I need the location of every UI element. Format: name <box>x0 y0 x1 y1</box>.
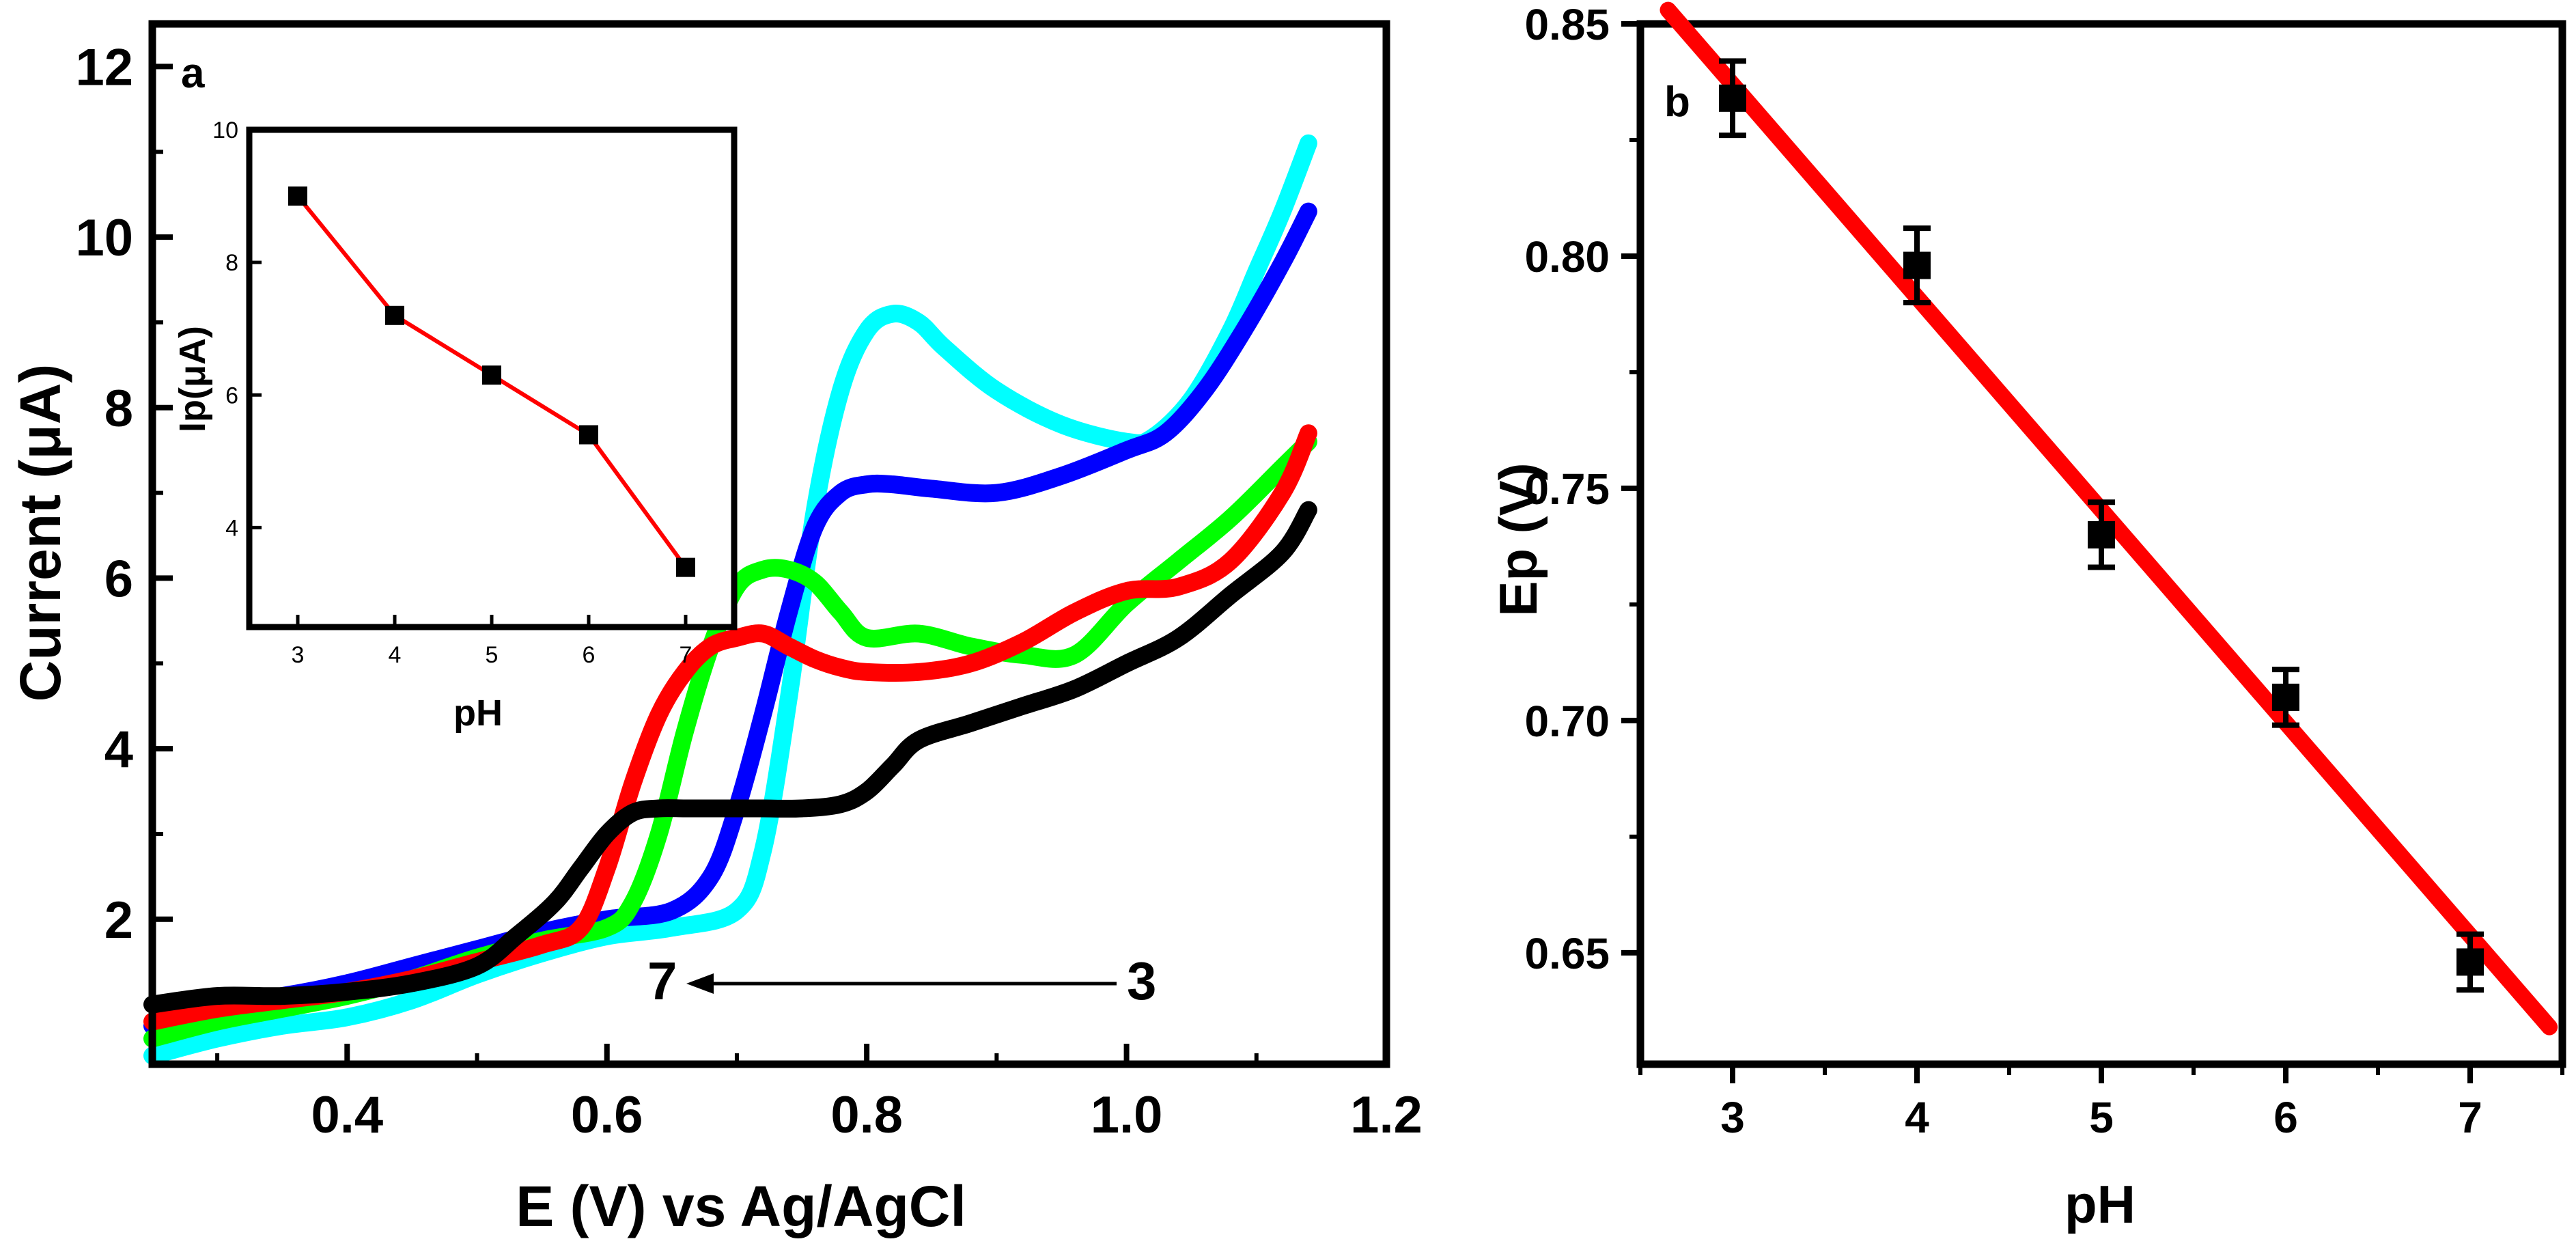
inset-data-point <box>579 425 598 445</box>
inset-chart: 3 4 5 6 7 4 6 8 10 pH Ip(μA) <box>172 117 738 734</box>
x-tick-label: 1.0 <box>1091 1086 1163 1144</box>
y-tick-label: 0.70 <box>1524 697 1610 746</box>
panel-a-y-ticks: 2 4 6 8 10 12 <box>75 38 173 1007</box>
panel-a: 0.4 0.6 0.8 1.0 1.2 2 4 6 8 10 12 a E (V) vs Ag/A… <box>8 20 1423 1238</box>
panel-a-curves <box>143 134 1317 1065</box>
annotation-end-label: 7 <box>647 951 677 1011</box>
panel-a-y-axis-title: Current (μA) <box>8 364 72 702</box>
linear-fit-line <box>1660 1 2558 1036</box>
inset-x-axis-title: pH <box>453 693 503 734</box>
series-line-ph7 <box>143 501 1317 1014</box>
data-point <box>2088 520 2115 548</box>
annotation-start-label: 3 <box>1127 951 1156 1011</box>
x-tick-label: 0.8 <box>830 1086 903 1144</box>
inset-x-tick-label: 5 <box>486 642 499 668</box>
inset-y-ticks: 4 6 8 10 <box>212 117 262 541</box>
ph-direction-annotation: 3 7 <box>647 951 1156 1011</box>
panel-a-x-axis-title: E (V) vs Ag/AgCl <box>516 1174 966 1238</box>
panel-b-x-ticks: 3 4 5 6 7 <box>1638 1064 2564 1142</box>
y-tick-label: 4 <box>104 721 133 779</box>
x-tick-label: 0.4 <box>311 1086 383 1144</box>
panel-a-label: a <box>181 50 205 97</box>
inset-series <box>288 186 695 577</box>
inset-x-tick-label: 7 <box>680 642 692 668</box>
panel-b-fit-line <box>1660 1 2558 1036</box>
panel-a-x-ticks: 0.4 0.6 0.8 1.0 1.2 <box>215 1044 1423 1144</box>
x-tick-label: 4 <box>1905 1093 1929 1142</box>
inset-x-tick-label: 6 <box>583 642 596 668</box>
ph-direction-arrowhead <box>686 973 714 994</box>
panel-b-x-axis-title: pH <box>2064 1174 2136 1234</box>
inset-y-tick-label: 6 <box>225 383 238 408</box>
data-point <box>1903 251 1931 279</box>
panel-a-frame <box>148 20 1390 1068</box>
y-tick-label: 2 <box>104 891 133 949</box>
y-tick-label: 10 <box>75 209 133 267</box>
inset-x-ticks: 3 4 5 6 7 <box>292 615 692 668</box>
y-tick-label: 0.80 <box>1524 232 1610 281</box>
inset-y-tick-label: 8 <box>225 250 238 276</box>
x-tick-label: 7 <box>2458 1093 2482 1142</box>
panel-b-points <box>1719 58 2484 993</box>
inset-x-tick-label: 3 <box>292 642 305 668</box>
inset-data-point <box>385 305 404 325</box>
inset-data-point <box>676 557 695 577</box>
inset-y-tick-label: 4 <box>225 515 238 541</box>
data-point <box>2456 948 2484 976</box>
y-tick-label: 0.65 <box>1524 929 1610 978</box>
panel-b-y-ticks: 0.65 0.70 0.75 0.80 0.85 <box>1524 0 1640 978</box>
y-tick-label: 8 <box>104 380 133 438</box>
panel-b-y-axis-title: Ep (V) <box>1488 462 1548 616</box>
x-tick-label: 5 <box>2089 1093 2114 1142</box>
data-point <box>2272 683 2299 711</box>
inset-y-tick-label: 10 <box>212 117 238 143</box>
panel-b-label: b <box>1664 79 1690 126</box>
y-tick-label: 6 <box>104 550 133 608</box>
series-line-ph4 <box>143 202 1317 1035</box>
x-tick-label: 6 <box>2273 1093 2298 1142</box>
x-tick-label: 3 <box>1720 1093 1745 1142</box>
inset-data-point <box>482 365 501 385</box>
panel-b: 3 4 5 6 7 0.65 0.70 0.75 0.80 0.85 b pH Ep (V) <box>1488 0 2566 1234</box>
inset-y-axis-title: Ip(μA) <box>172 326 213 432</box>
inset-data-point <box>288 186 307 206</box>
y-tick-label: 12 <box>75 38 133 96</box>
x-tick-label: 1.2 <box>1350 1086 1423 1144</box>
data-point <box>1719 84 1746 112</box>
y-tick-label: 0.85 <box>1524 0 1610 49</box>
x-tick-label: 0.6 <box>571 1086 643 1144</box>
y-tick-label: 0.75 <box>1524 464 1610 514</box>
inset-x-tick-label: 4 <box>389 642 402 668</box>
